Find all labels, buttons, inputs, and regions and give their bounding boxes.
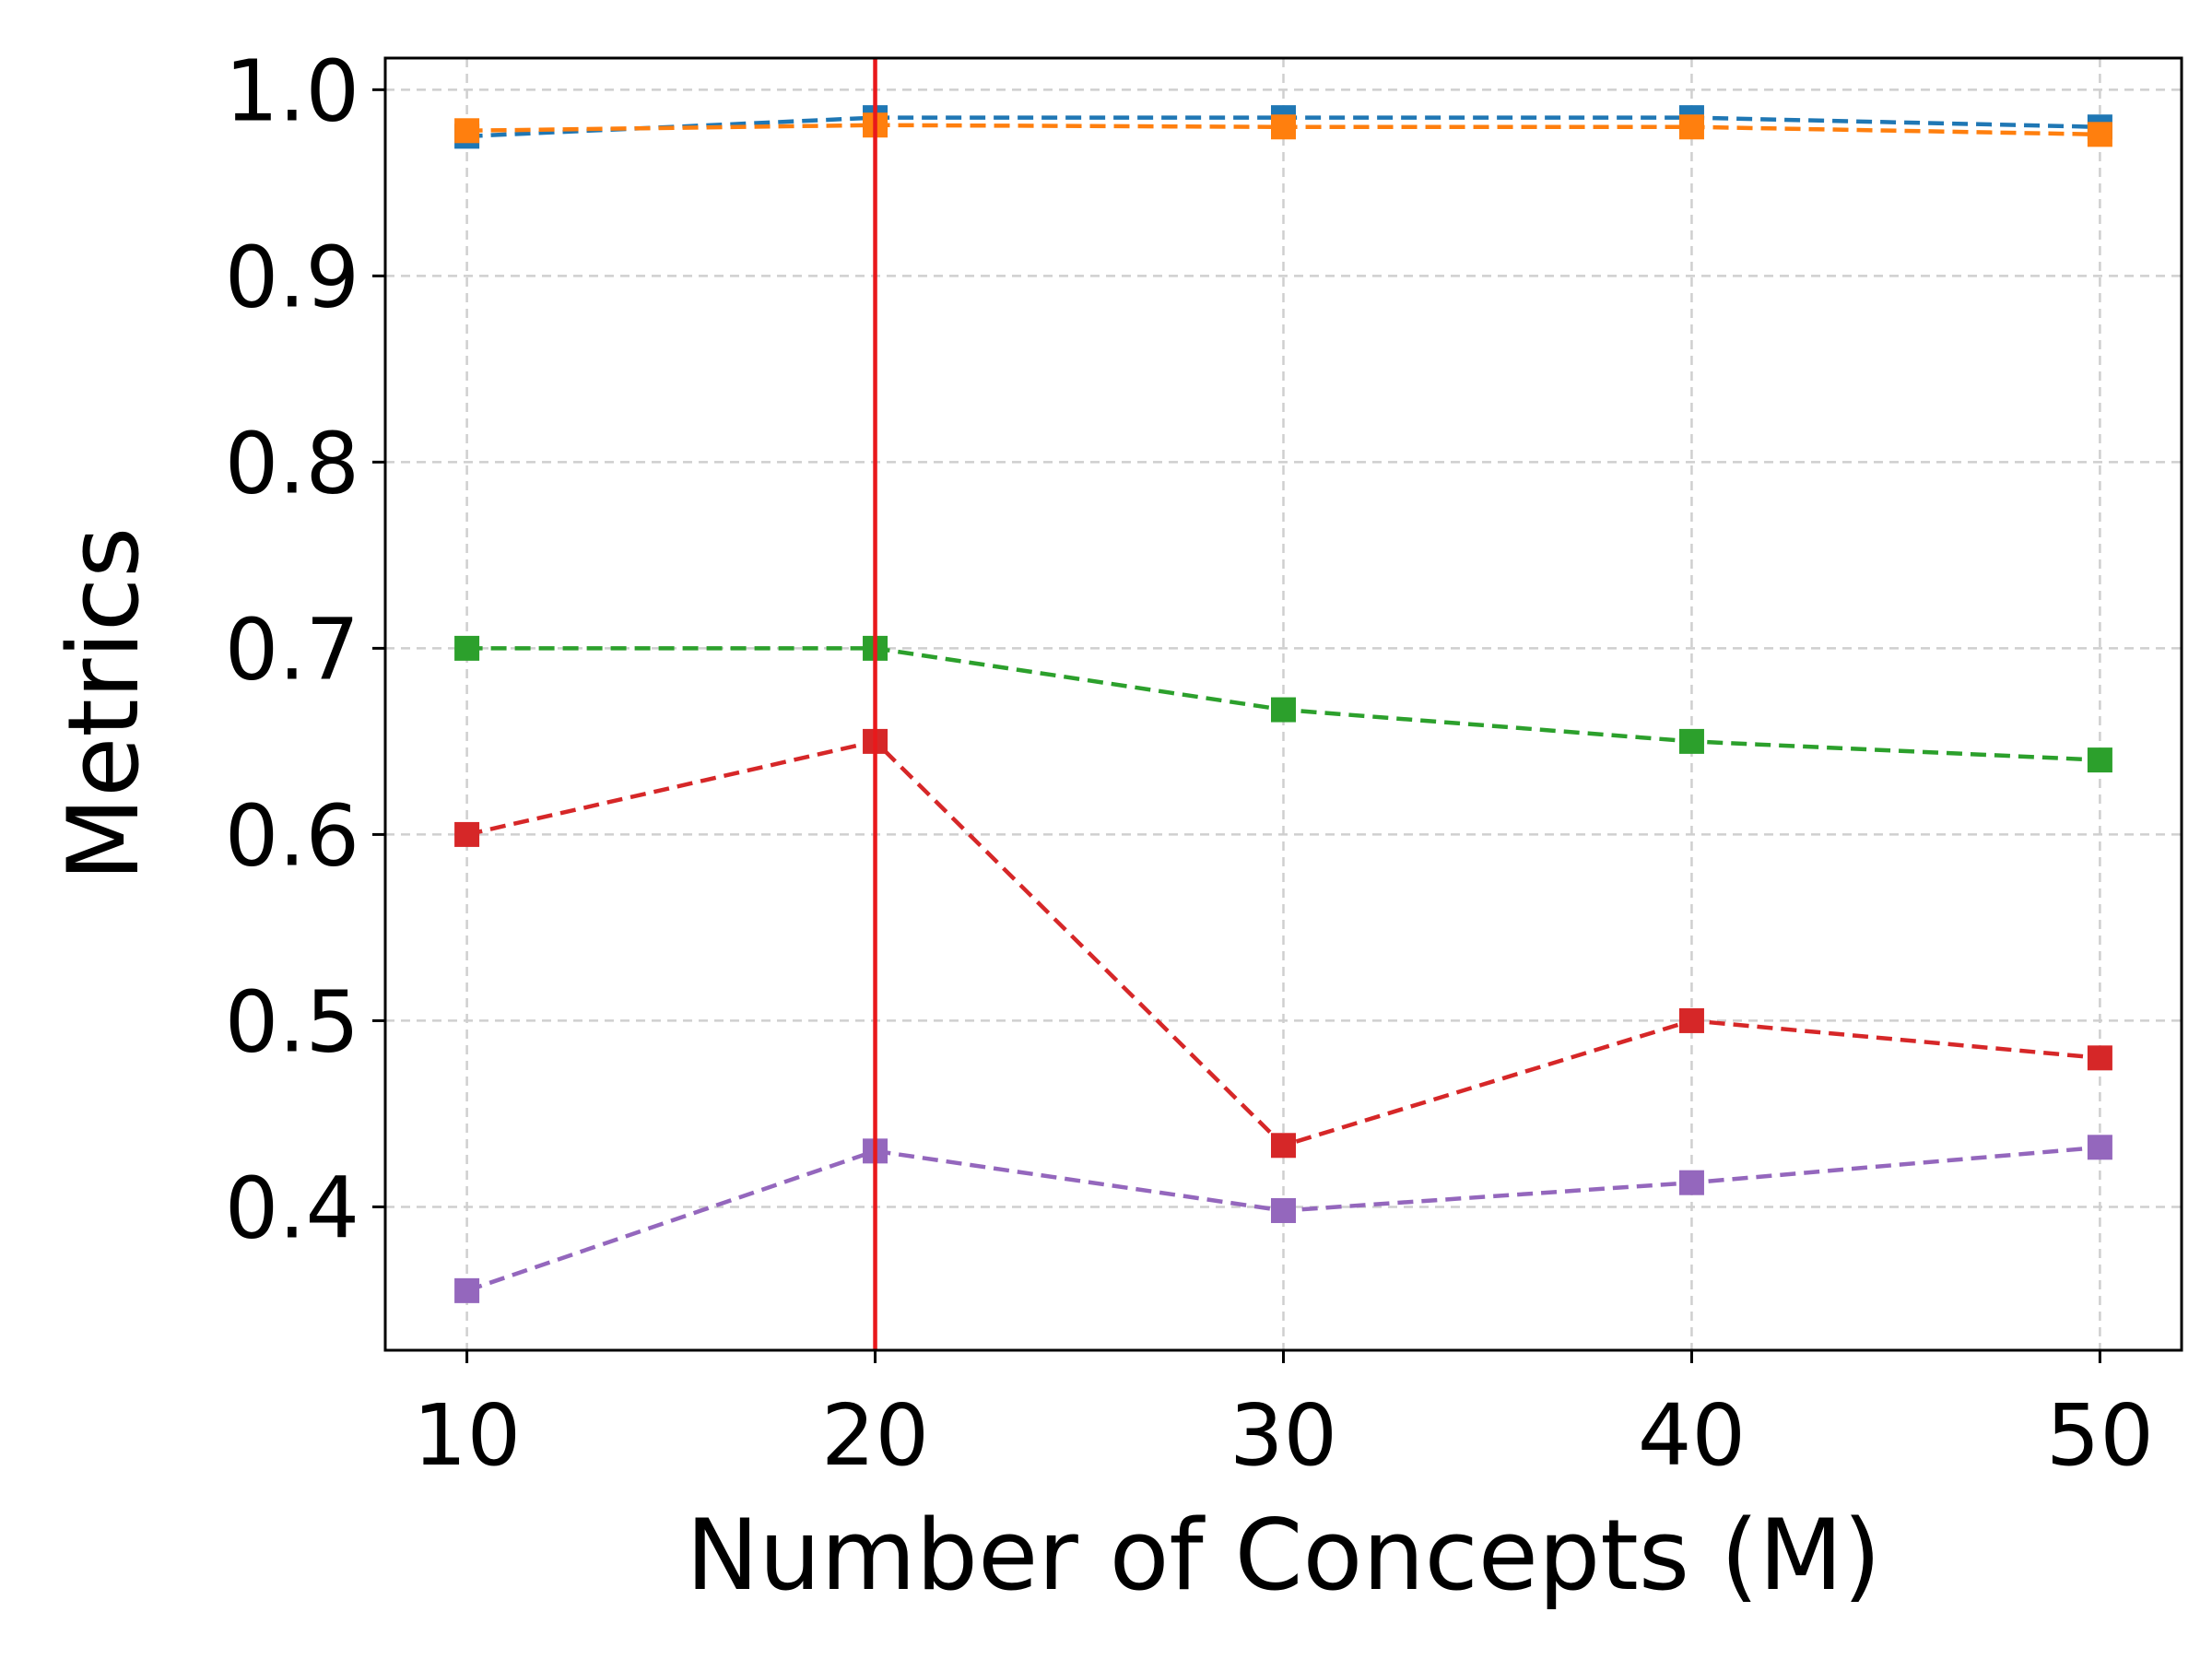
data-point-marker xyxy=(2087,1135,2112,1160)
data-point-marker xyxy=(1271,1197,1296,1223)
data-point-marker xyxy=(1678,114,1704,140)
data-point-marker xyxy=(1271,1133,1296,1159)
x-tick-label: 10 xyxy=(413,1386,521,1485)
data-series xyxy=(454,105,2112,1303)
data-point-marker xyxy=(454,821,480,847)
data-point-marker xyxy=(1678,1170,1704,1195)
data-point-marker xyxy=(2087,1045,2112,1071)
axis-ticks: 10 20 30 40 50 0.4 0.5 0.6 0.7 0.8 0.9 1.0 xyxy=(225,41,2154,1485)
data-point-marker xyxy=(2087,122,2112,147)
data-point-marker xyxy=(454,118,480,144)
series-group xyxy=(454,112,2112,147)
data-point-marker xyxy=(1271,697,1296,723)
data-point-marker xyxy=(2087,747,2112,773)
data-point-marker xyxy=(1678,728,1704,754)
y-tick-label: 0.7 xyxy=(225,600,359,699)
data-point-marker xyxy=(454,1277,480,1303)
x-tick-label: 30 xyxy=(1230,1386,1337,1485)
y-tick-label: 0.5 xyxy=(225,972,359,1071)
y-tick-label: 0.8 xyxy=(225,414,359,512)
y-tick-label: 0.9 xyxy=(225,228,359,326)
x-tick-label: 40 xyxy=(1638,1386,1746,1485)
x-tick-label: 20 xyxy=(821,1386,929,1485)
x-tick-label: 50 xyxy=(2046,1386,2154,1485)
data-point-marker xyxy=(454,635,480,661)
data-point-marker xyxy=(1678,1007,1704,1033)
y-tick-label: 0.4 xyxy=(225,1159,359,1257)
data-point-marker xyxy=(1271,114,1296,140)
y-tick-label: 1.0 xyxy=(225,41,359,140)
y-axis-label: Metrics xyxy=(47,527,160,882)
x-axis-label: Number of Concepts (M) xyxy=(686,1499,1881,1612)
y-tick-label: 0.6 xyxy=(225,786,359,885)
series-group xyxy=(454,635,2112,773)
series-group xyxy=(454,1135,2112,1303)
